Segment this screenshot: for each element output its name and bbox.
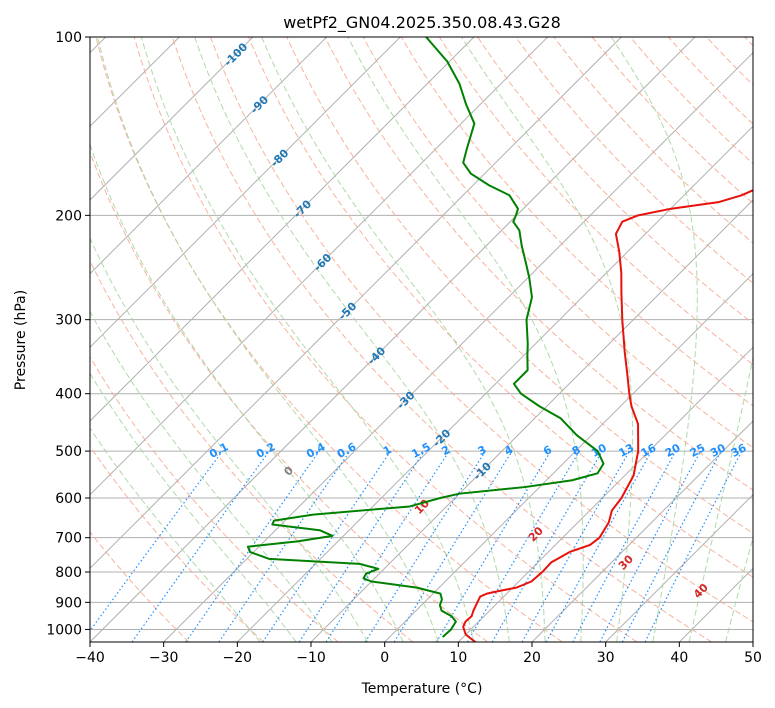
plot-frame xyxy=(89,36,754,643)
dry-adiabat-10 xyxy=(90,150,488,642)
mixing-ratio-line xyxy=(572,450,677,642)
mixing-ratio-line xyxy=(90,450,223,632)
isotherm--60 xyxy=(90,37,549,496)
dry-adiabat-50 xyxy=(210,37,753,623)
dry-adiabat-60 xyxy=(248,37,753,578)
mixing-ratio-line xyxy=(218,450,351,642)
y-tick-label: 500 xyxy=(55,444,82,460)
x-tick-label: −40 xyxy=(75,650,105,666)
y-tick-label: 200 xyxy=(55,208,82,224)
isotherm-10 xyxy=(457,346,753,642)
moist-adiabat--5 xyxy=(90,236,369,642)
y-tick-label: 300 xyxy=(55,313,82,329)
mixing-ratio-label: 20 xyxy=(663,441,683,460)
isotherm--50 xyxy=(90,37,622,570)
y-tick-label: 900 xyxy=(55,595,82,611)
mixing-ratio-line xyxy=(491,450,603,642)
moist-adiabat-10 xyxy=(140,37,475,642)
dry-adiabat-30 xyxy=(133,37,638,642)
dry-adiabat-80 xyxy=(324,37,753,491)
x-tick-label: 40 xyxy=(670,650,688,666)
isotherm--70 xyxy=(90,37,475,422)
x-tick-label: 30 xyxy=(597,650,615,666)
x-tick-label: 50 xyxy=(744,650,762,666)
moist-adiabat-5 xyxy=(97,37,439,642)
y-tick-label: 800 xyxy=(55,565,82,581)
dry-adiabat-140 xyxy=(553,37,753,244)
x-tick-label: −20 xyxy=(223,650,253,666)
dry-adiabat-20 xyxy=(95,37,563,642)
mixing-ratio-label: 25 xyxy=(688,441,708,460)
dry-adiabat-110 xyxy=(439,37,753,366)
y-axis-title: Pressure (hPa) xyxy=(13,290,29,390)
dry-adiabat-160 xyxy=(629,37,753,165)
mixing-ratio-line xyxy=(393,450,513,642)
x-axis-title: Temperature (°C) xyxy=(361,681,483,697)
x-tick-label: −10 xyxy=(296,650,326,666)
isotherm--20 xyxy=(236,125,753,642)
dry-adiabat-90 xyxy=(362,37,753,449)
isotherm--90 xyxy=(90,37,328,275)
dry-adiabat-150 xyxy=(591,37,753,204)
y-tick-label: 100 xyxy=(55,30,82,46)
moist-adiabat-35 xyxy=(610,37,698,642)
moist-adiabat-40 xyxy=(688,355,753,642)
plot-background xyxy=(90,37,753,642)
isotherm--30 xyxy=(163,51,753,642)
mixing-ratio-label: 13 xyxy=(617,441,637,460)
dry-adiabat-130 xyxy=(515,37,753,284)
moist-adiabat-0 xyxy=(90,143,404,642)
temperature-profile xyxy=(462,189,753,642)
mixing-ratio-line xyxy=(435,450,552,642)
dry-adiabat--30 xyxy=(90,531,190,642)
isotherm-20 xyxy=(531,420,753,642)
mixing-ratio-label: 30 xyxy=(708,441,728,460)
isotherm-50 xyxy=(752,641,753,642)
axis-ticks: −40 −30 −20 −10 0 10 20 30 40 50 100 200 300 400 500 60… xyxy=(46,30,762,666)
moist-adiabat-25 xyxy=(347,37,584,642)
x-tick-label: 10 xyxy=(449,650,467,666)
y-tick-label: 600 xyxy=(55,491,82,507)
isotherm-0 xyxy=(384,272,753,642)
moist-adiabat--15 xyxy=(90,372,297,642)
dewpoint-profile xyxy=(246,37,605,638)
y-tick-label: 400 xyxy=(55,387,82,403)
dry-adiabat--10 xyxy=(90,356,339,642)
isotherm--40 xyxy=(90,37,696,642)
moist-adiabat--20 xyxy=(90,427,261,642)
x-tick-label: 20 xyxy=(523,650,541,666)
mixing-ratio-line xyxy=(364,450,486,642)
profiles xyxy=(246,37,753,642)
isotherm--80 xyxy=(90,37,401,349)
y-tick-label: 700 xyxy=(55,531,82,547)
mixing-ratio-label: 36 xyxy=(729,441,749,460)
mixing-ratio-line xyxy=(325,450,450,642)
background-lines xyxy=(90,37,753,642)
isotherm-30 xyxy=(605,493,753,642)
x-tick-label: 0 xyxy=(380,650,389,666)
mixing-ratio-label: 10 xyxy=(589,441,609,460)
mixing-ratio-line xyxy=(131,450,270,642)
dry-adiabat-70 xyxy=(286,37,753,534)
dry-adiabat-100 xyxy=(400,37,753,407)
isotherm--100 xyxy=(90,37,254,201)
dry-adiabat-120 xyxy=(477,37,753,325)
mixing-ratio-line xyxy=(545,450,653,642)
chart-title: wetPf2_GN04.2025.350.08.43.G28 xyxy=(283,13,561,33)
mixing-ratio-line xyxy=(521,450,631,642)
x-tick-label: −30 xyxy=(149,650,179,666)
y-tick-label: 1000 xyxy=(46,622,82,638)
mixing-ratio-label: 16 xyxy=(639,441,659,460)
